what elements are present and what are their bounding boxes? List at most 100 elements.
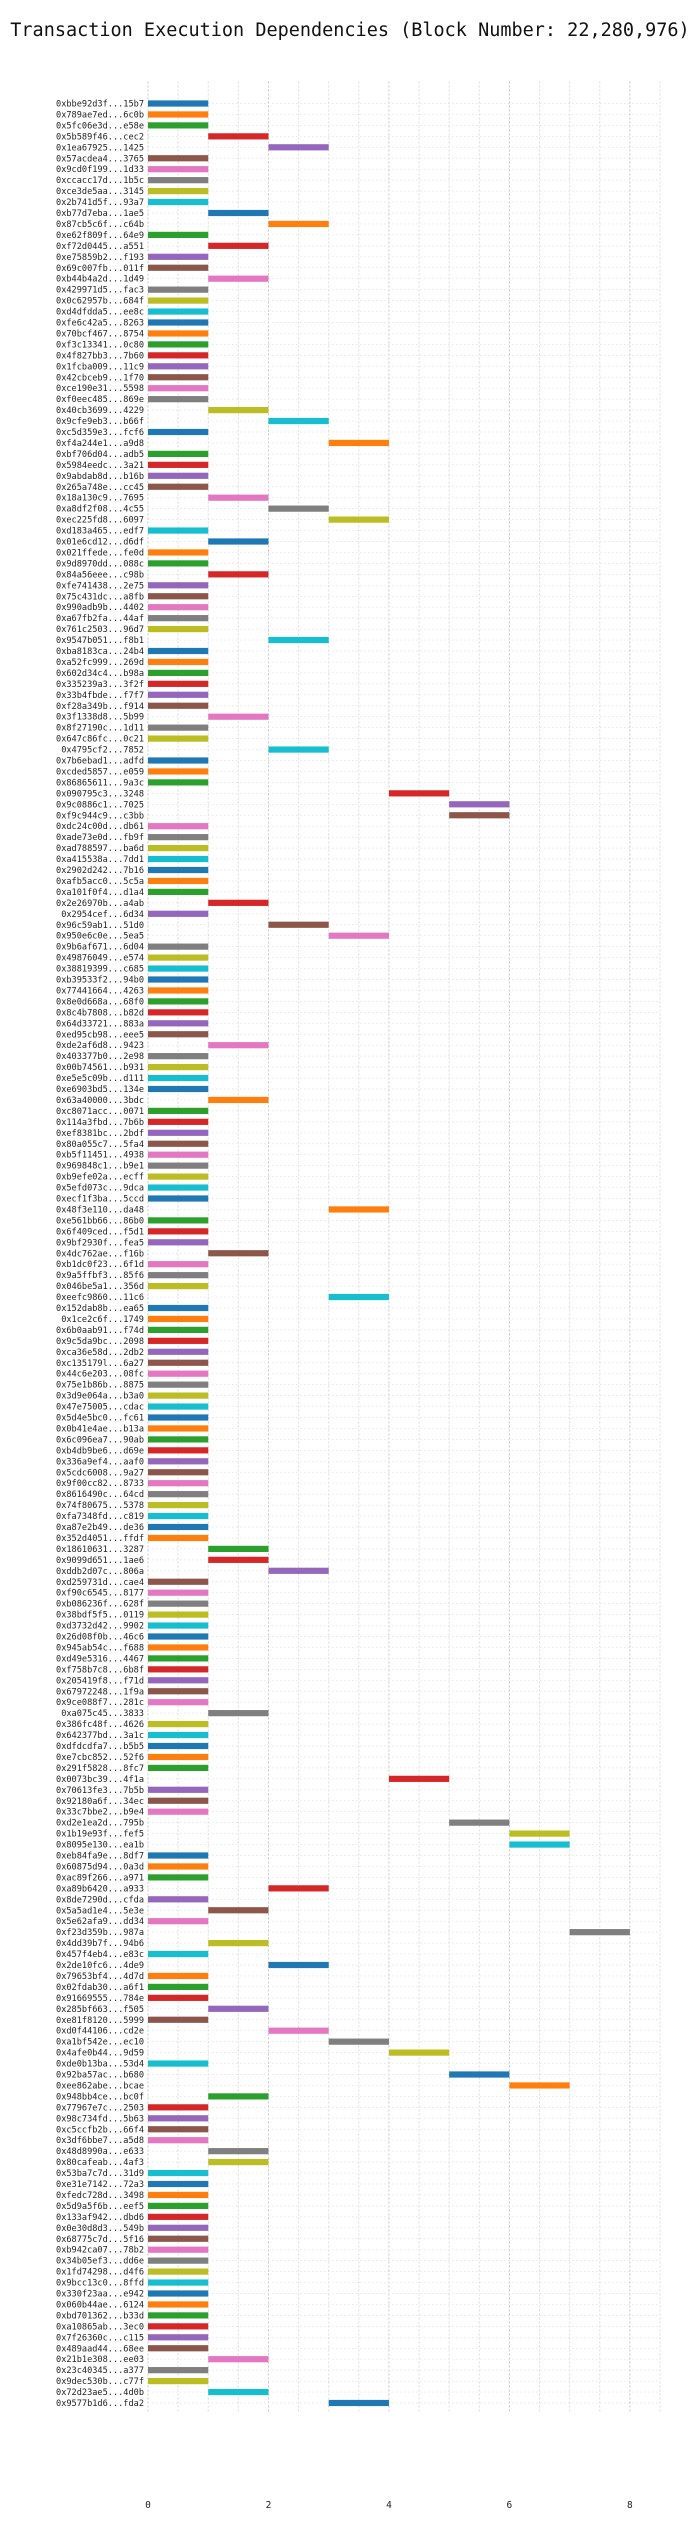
bar-157: [449, 1819, 510, 1826]
y-tick-label-134: 0xddb2d07c...806a: [56, 1567, 144, 1577]
bar-layer: [148, 100, 630, 2407]
y-tick-label-21: 0x70bcf467...8754: [56, 329, 144, 339]
y-tick-label-3: 0x5b589f46...cec2: [56, 132, 144, 142]
y-tick-label-124: 0x336a9ef4...aaf0: [56, 1457, 144, 1467]
bar-171: [148, 1972, 209, 1980]
bar-35: [148, 483, 209, 490]
y-tick-label-119: 0x47e75005...cdac: [56, 1403, 144, 1413]
bar-29: [268, 417, 329, 425]
bar-43: [208, 571, 269, 578]
y-tick-label-38: 0xec225fd8...6097: [56, 516, 144, 526]
bar-207: [148, 2367, 209, 2374]
bar-179: [148, 2060, 209, 2067]
y-tick-label-31: 0xf4a244e1...a9d8: [56, 439, 144, 449]
y-tick-label-83: 0x8c4b7808...b82d: [56, 1008, 144, 1018]
bar-9: [148, 198, 209, 206]
bar-103: [148, 1228, 209, 1235]
x-tick-labels: 0 2 4 6 8: [145, 2500, 633, 2511]
y-tick-label-209: 0x72d23ae5...4d0b: [56, 2388, 144, 2398]
y-tick-label-27: 0xf0eec485...869e: [56, 395, 144, 405]
y-tick-label-109: 0xeefc9860...11c6: [56, 1293, 144, 1303]
y-tick-label-60: 0x7b6ebad1...adfd: [56, 757, 144, 767]
y-tick-label-125: 0x5cdc6008...9a27: [56, 1468, 144, 1478]
y-tick-label-33: 0x5984eedc...3a21: [56, 461, 144, 471]
bar-85: [148, 1031, 209, 1038]
x-tick-label-2: 4: [386, 2500, 392, 2511]
bar-106: [148, 1261, 209, 1268]
bar-84: [148, 1020, 209, 1027]
y-tick-label-113: 0x9c5da9bc...2098: [56, 1337, 144, 1347]
y-tick-label-116: 0x44c6e203...08fc: [56, 1370, 144, 1380]
y-tick-label-177: 0xa1bf542e...ec10: [56, 2038, 144, 2048]
y-tick-label-17: 0x429971d5...fac3: [56, 286, 144, 296]
bar-130: [148, 1523, 209, 1531]
bar-18: [148, 297, 209, 304]
bar-178: [388, 2049, 450, 2056]
y-tick-label-114: 0xca36e58d...2db2: [56, 1348, 144, 1358]
bar-1: [148, 111, 209, 118]
y-tick-label-150: 0xdfdcdfa7...b5b5: [56, 1742, 144, 1752]
bar-16: [208, 275, 269, 282]
y-tick-label-210: 0x9577b1d6...fda2: [56, 2399, 144, 2409]
y-tick-label-112: 0x6b0aab91...f74d: [56, 1326, 144, 1336]
y-tick-label-8: 0xce3de5aa...3145: [56, 187, 144, 197]
y-tick-label-71: 0xafb5acc0...5c5a: [56, 877, 144, 887]
y-tick-label-193: 0x133af942...dbd6: [56, 2213, 144, 2223]
y-tick-label-184: 0x98c734fd...5b63: [56, 2114, 144, 2124]
y-tick-label-52: 0x602d34c4...b98a: [56, 669, 144, 679]
y-tick-label-115: 0xc135179l...6a27: [56, 1359, 144, 1369]
bar-109: [328, 1293, 389, 1301]
y-tick-label-28: 0x40cb3699...4229: [56, 406, 144, 416]
bar-190: [148, 2180, 209, 2188]
bar-19: [148, 308, 209, 315]
bar-27: [148, 396, 209, 403]
y-tick-label-44: 0xfe741438...2e75: [56, 581, 144, 591]
y-tick-label-154: 0x70613fe3...7b5b: [56, 1786, 144, 1796]
y-tick-label-117: 0x75e1b86b...8875: [56, 1381, 144, 1391]
y-tick-label-56: 0x3f1338d8...5b99: [56, 713, 144, 723]
bar-92: [148, 1107, 209, 1114]
bar-90: [148, 1085, 209, 1093]
bar-76: [328, 932, 389, 939]
y-tick-label-95: 0x80a055c7...5fa4: [56, 1140, 144, 1150]
bar-81: [148, 987, 209, 994]
bar-6: [148, 166, 209, 173]
y-tick-label-189: 0x53ba7c7d...31d9: [56, 2169, 144, 2179]
bar-14: [148, 253, 209, 260]
bar-39: [148, 527, 209, 534]
y-tick-label-169: 0x457f4eb4...e83c: [56, 1950, 144, 1960]
y-tick-label-159: 0x8095e130...ea1b: [56, 1841, 144, 1851]
bar-189: [148, 2169, 209, 2177]
bar-154: [148, 1786, 209, 1793]
y-tick-label-137: 0xb086236f...628f: [56, 1600, 144, 1610]
y-tick-label-4: 0x1ea67925...1425: [56, 143, 144, 153]
bar-167: [569, 1929, 630, 1936]
y-tick-label-192: 0x5d9a5f6b...eef5: [56, 2202, 144, 2212]
y-tick-label-164: 0x8de7290d...cfda: [56, 1895, 144, 1905]
bar-209: [208, 2388, 269, 2396]
bar-89: [148, 1074, 209, 1082]
y-tick-label-0: 0xbbe92d3f...15b7: [56, 100, 144, 110]
y-tick-label-30: 0xc5d359e3...fcf6: [56, 428, 144, 438]
y-tick-label-15: 0x69c007fb...011f: [56, 264, 144, 274]
y-tick-label-181: 0xee862abe...bcae: [56, 2081, 144, 2091]
y-tick-label-130: 0xa87e2b49...de36: [56, 1523, 144, 1533]
bar-46: [148, 604, 209, 611]
bar-116: [148, 1370, 209, 1377]
bar-64: [449, 801, 510, 808]
bar-114: [148, 1348, 209, 1355]
y-tick-label-102: 0xe561bb66...86b0: [56, 1216, 144, 1226]
bar-101: [328, 1206, 389, 1213]
bar-193: [148, 2213, 209, 2220]
y-tick-label-99: 0x5efd073c...9dca: [56, 1184, 144, 1194]
y-tick-label-88: 0x00b74561...b931: [56, 1063, 144, 1073]
y-tick-label-70: 0x2902d242...7b16: [56, 866, 144, 876]
y-tick-label-146: 0x9ce088f7...281c: [56, 1698, 144, 1708]
y-tick-label-157: 0xd2e1ea2d...795b: [56, 1819, 144, 1829]
y-tick-label-55: 0xf28a349b...f914: [56, 702, 144, 712]
y-tick-label-79: 0x38819399...c685: [56, 965, 144, 975]
y-tick-label-57: 0x8f27190c...1d11: [56, 724, 144, 734]
bar-166: [148, 1918, 209, 1925]
bar-184: [148, 2115, 209, 2122]
bar-122: [148, 1436, 209, 1443]
